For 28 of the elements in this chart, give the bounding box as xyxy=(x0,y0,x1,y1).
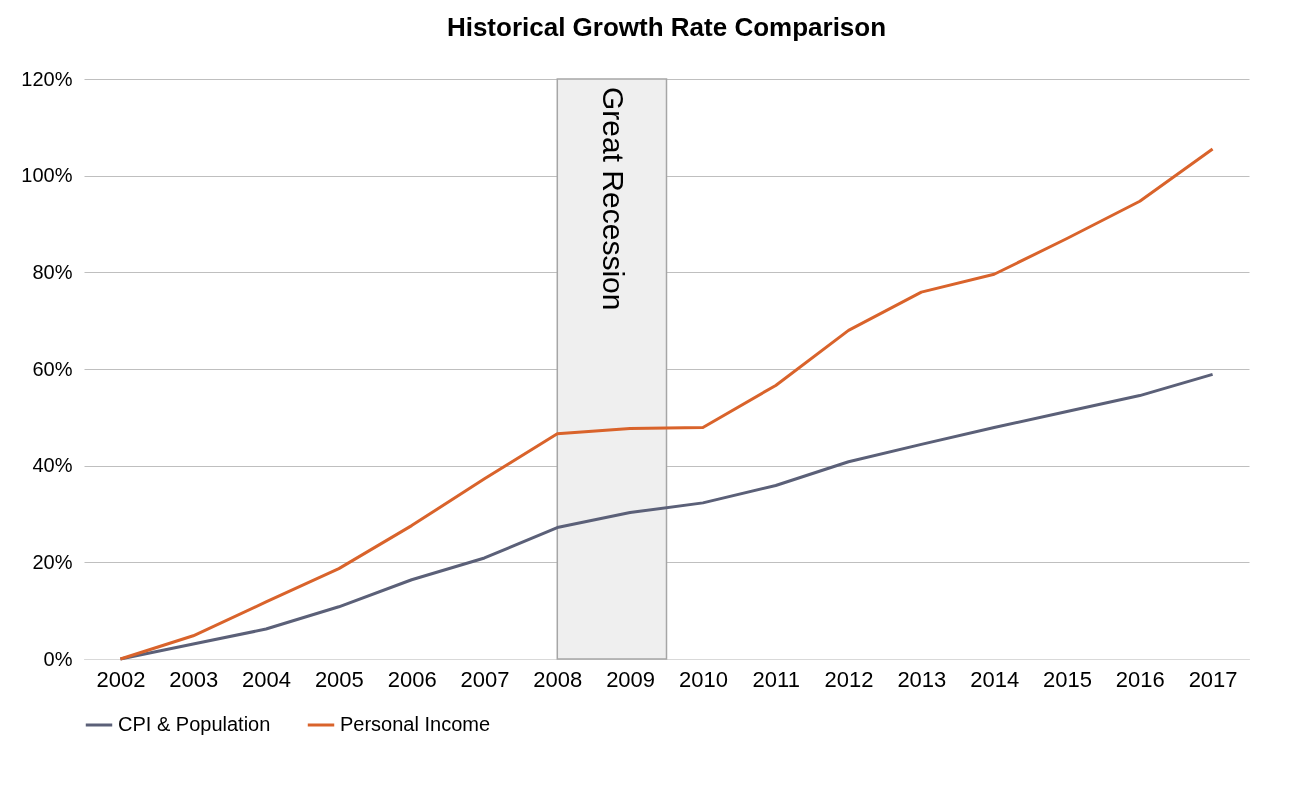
x-tick-label: 2005 xyxy=(314,666,364,692)
x-tick-label: 2010 xyxy=(678,666,728,692)
y-tick-label: 120% xyxy=(21,67,73,90)
x-tick-label: 2006 xyxy=(387,666,437,692)
y-tick-label: 40% xyxy=(32,454,73,477)
legend-label: CPI & Population xyxy=(118,713,271,735)
x-tick-label: 2003 xyxy=(169,666,219,692)
y-tick-label: 100% xyxy=(21,164,73,187)
x-tick-label: 2016 xyxy=(1115,666,1165,692)
band-label: Great Recession xyxy=(596,87,630,311)
x-tick-label: 2014 xyxy=(970,666,1020,692)
x-tick-label: 2012 xyxy=(824,666,874,692)
legend-label: Personal Income xyxy=(340,713,491,735)
x-tick-label: 2017 xyxy=(1188,666,1238,692)
x-tick-label: 2002 xyxy=(96,666,146,692)
y-tick-label: 20% xyxy=(32,550,73,573)
y-tick-label: 80% xyxy=(32,260,73,283)
y-tick-label: 0% xyxy=(43,647,73,670)
x-tick-label: 2007 xyxy=(460,666,510,692)
x-tick-label: 2011 xyxy=(752,666,800,692)
x-tick-label: 2009 xyxy=(606,666,656,692)
line-series xyxy=(118,372,1215,661)
x-tick-label: 2015 xyxy=(1042,666,1092,692)
x-tick-label: 2004 xyxy=(242,666,292,692)
x-tick-label: 2013 xyxy=(897,666,947,692)
y-tick-label: 60% xyxy=(32,357,73,380)
x-tick-label: 2008 xyxy=(533,666,583,692)
chart-title: Historical Growth Rate Comparison xyxy=(446,12,887,42)
